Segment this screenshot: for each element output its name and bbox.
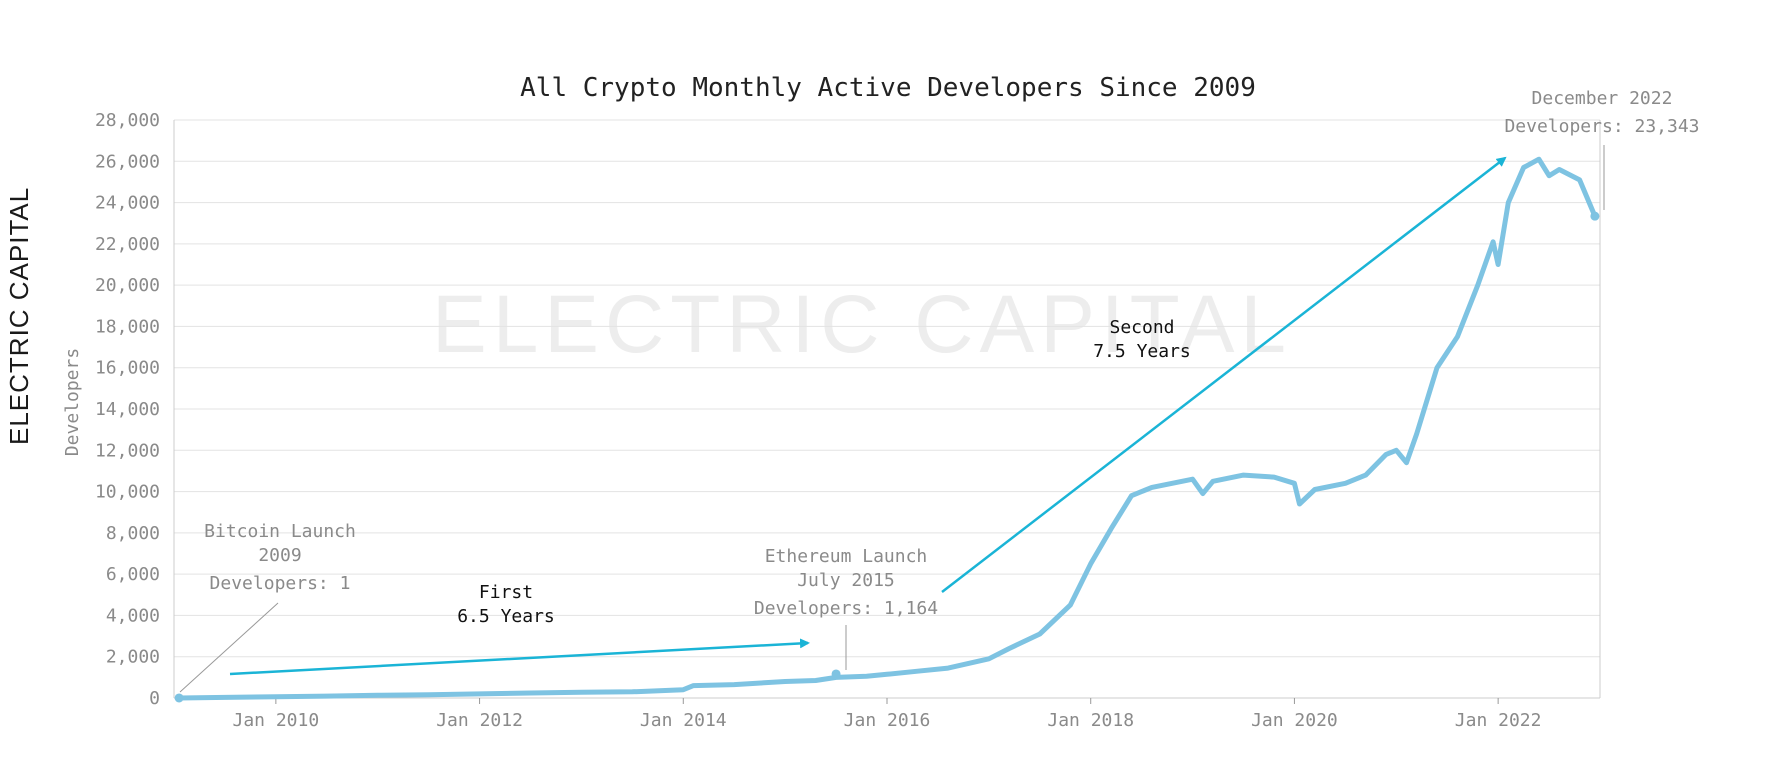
first-period-label: First (479, 582, 533, 603)
x-tick-label: Jan 2010 (233, 710, 320, 731)
december-2022-value: Developers: 23,343 (1504, 116, 1699, 137)
first-period-duration: 6.5 Years (457, 606, 555, 627)
y-tick-label: 28,000 (95, 110, 160, 131)
first-period-arrow (229, 638, 810, 676)
x-axis-ticks: Jan 2010 Jan 2012 Jan 2014 Jan 2016 Jan 2018… (233, 698, 1542, 731)
x-tick-label: Jan 2022 (1455, 710, 1542, 731)
x-tick-label: Jan 2016 (844, 710, 931, 731)
y-tick-label: 10,000 (95, 482, 160, 503)
y-axis-ticks: 0 2,000 4,000 6,000 8,000 10,000 12,000 14,000 1… (95, 110, 160, 709)
x-tick-label: Jan 2012 (436, 710, 523, 731)
bitcoin-leader-line (179, 602, 279, 693)
y-tick-label: 24,000 (95, 193, 160, 214)
y-axis-label: Developers (62, 348, 83, 456)
second-period-arrow (941, 156, 1507, 593)
y-tick-label: 14,000 (95, 399, 160, 420)
y-tick-label: 20,000 (95, 275, 160, 296)
y-tick-label: 22,000 (95, 234, 160, 255)
x-tick-label: Jan 2018 (1047, 710, 1134, 731)
ethereum-launch-value: Developers: 1,164 (754, 598, 938, 619)
y-tick-label: 18,000 (95, 316, 160, 337)
december-2022-label: December 2022 (1532, 88, 1673, 109)
annotation-point-ethereum (831, 669, 841, 679)
grid (174, 119, 1600, 658)
bitcoin-launch-value: Developers: 1 (210, 573, 351, 594)
y-tick-label: 0 (149, 688, 160, 709)
ethereum-launch-date: July 2015 (797, 570, 895, 591)
second-period-duration: 7.5 Years (1093, 341, 1191, 362)
watermark: ELECTRIC CAPITAL (432, 279, 1292, 370)
chart-title: All Crypto Monthly Active Developers Sin… (520, 73, 1256, 103)
brand-logo: ELECTRIC CAPITAL (4, 187, 34, 445)
bitcoin-launch-date: 2009 (258, 545, 301, 566)
y-tick-label: 16,000 (95, 358, 160, 379)
second-period-label: Second (1109, 317, 1174, 338)
ethereum-launch-label: Ethereum Launch (765, 546, 928, 567)
y-tick-label: 6,000 (106, 564, 160, 585)
y-tick-label: 12,000 (95, 440, 160, 461)
annotation-point-bitcoin (174, 693, 184, 703)
y-tick-label: 2,000 (106, 647, 160, 668)
y-tick-label: 8,000 (106, 523, 160, 544)
annotation-point-december (1590, 211, 1600, 221)
series-line-developers (176, 156, 1598, 701)
y-tick-label: 4,000 (106, 605, 160, 626)
y-tick-label: 26,000 (95, 151, 160, 172)
bitcoin-launch-label: Bitcoin Launch (204, 521, 356, 542)
x-tick-label: Jan 2020 (1251, 710, 1338, 731)
x-tick-label: Jan 2014 (640, 710, 727, 731)
